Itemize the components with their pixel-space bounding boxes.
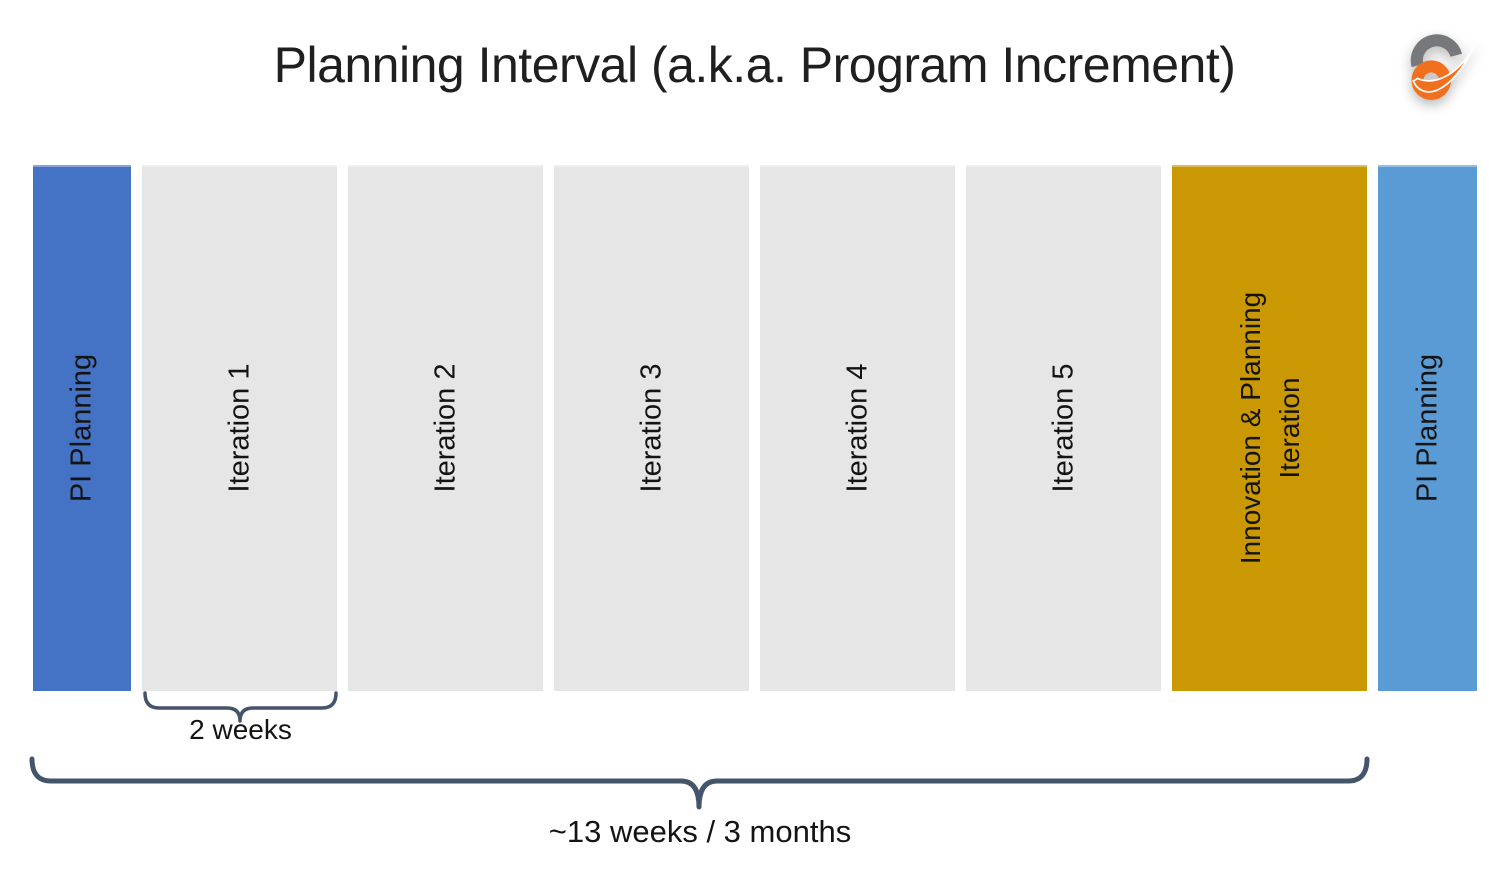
bar-label-iteration-1: Iteration 1 [223,363,255,493]
bar-label-iteration-2: Iteration 2 [429,363,461,493]
brace-big-path [29,756,1370,810]
bar-label-ip-iteration-line2: Iteration [1273,377,1305,479]
bar-label-iteration-5: Iteration 5 [1047,363,1079,493]
page-title: Planning Interval (a.k.a. Program Increm… [273,37,1236,93]
pi-duration-label: ~13 weeks / 3 months [548,814,852,849]
logo-gray-arc-icon [1410,34,1463,68]
bar-iteration-4: Iteration 4 [760,165,955,691]
bar-iteration-1: Iteration 1 [142,165,337,691]
bar-iteration-2: Iteration 2 [348,165,543,691]
bar-ip-iteration: Innovation & Planning Iteration [1172,165,1367,691]
bar-iteration-3: Iteration 3 [554,165,749,691]
pi-duration-brace [29,756,1370,810]
bar-label-pi-planning-next: PI Planning [1411,353,1443,503]
iteration-duration-brace [143,691,338,723]
bar-label-ip-iteration-line1: Innovation & Planning [1234,291,1266,565]
bar-label-iteration-3: Iteration 3 [635,363,667,493]
iteration-duration-label: 2 weeks [189,714,292,745]
logo-swoosh-icon [1412,42,1477,93]
bar-label-ip-iteration: Innovation & Planning Iteration [1230,292,1308,564]
bar-label-pi-planning-start: PI Planning [65,353,98,503]
bar-label-iteration-4: Iteration 4 [841,363,873,493]
pi-timeline: PI Planning Iteration 1 Iteration 2 Iter… [33,165,1477,691]
bar-pi-planning-next: PI Planning [1378,165,1477,691]
brace-small-path [143,691,338,723]
bar-pi-planning-start: PI Planning [33,165,131,691]
agilemania-logo [1410,34,1477,100]
bar-iteration-5: Iteration 5 [966,165,1161,691]
